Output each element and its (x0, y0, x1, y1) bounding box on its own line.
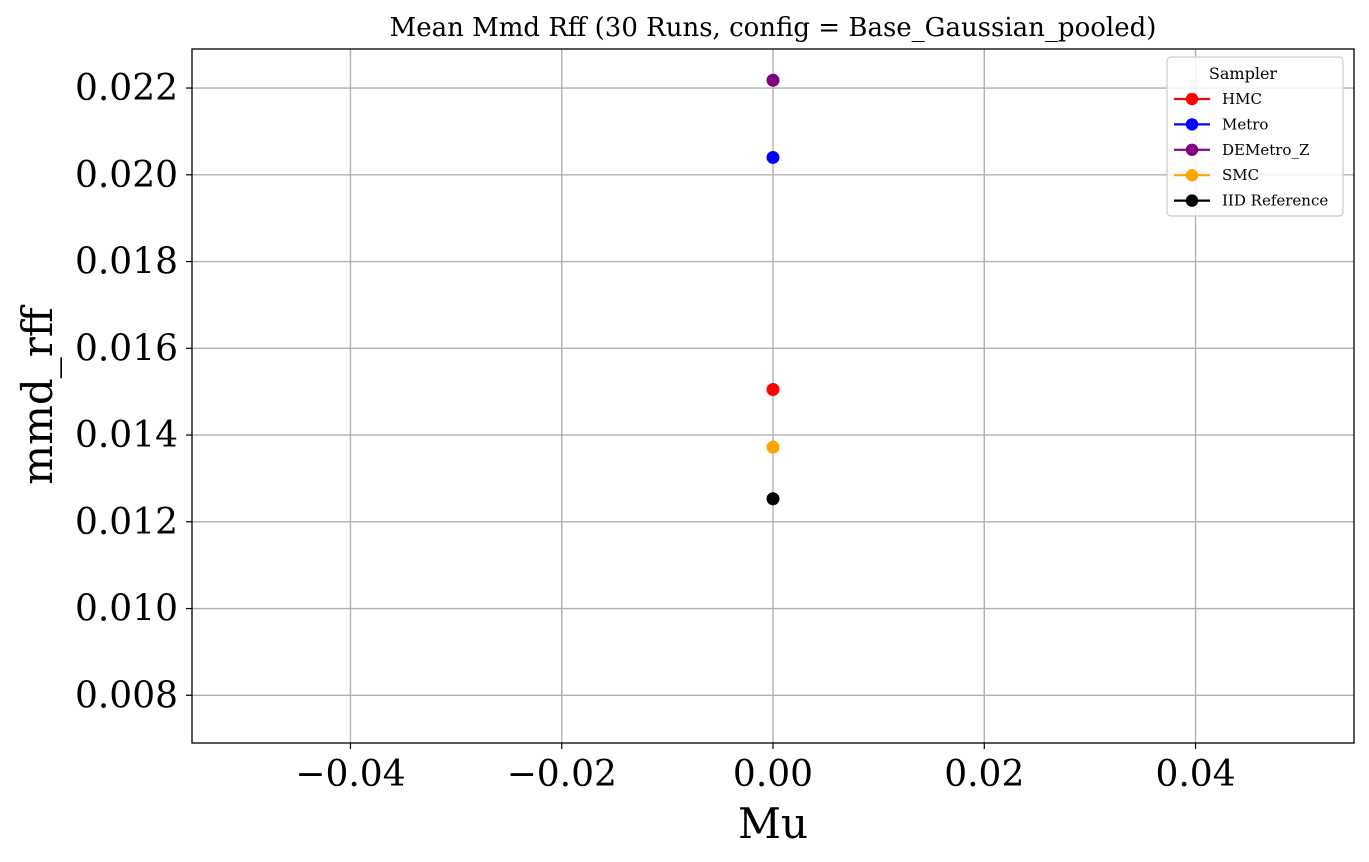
y-tick-label: 0.022 (75, 68, 178, 109)
legend-label-hmc: HMC (1222, 90, 1262, 108)
legend-label-metro: Metro (1222, 115, 1268, 133)
legend-marker-demetro-z (1185, 143, 1199, 156)
legend-box (1166, 56, 1344, 217)
x-axis-label: Mu (738, 799, 808, 848)
legend-marker-smc (1185, 169, 1199, 182)
data-point-hmc (766, 382, 780, 396)
x-tick-label: 0.02 (944, 754, 1024, 795)
chart-title: Mean Mmd Rff (30 Runs, config = Base_Gau… (390, 13, 1157, 43)
y-tick-label: 0.018 (75, 242, 178, 283)
y-tick-label: 0.012 (75, 502, 178, 543)
legend-label-demetro-z: DEMetro_Z (1222, 141, 1309, 159)
legend-marker-iid-reference (1185, 194, 1199, 207)
legend-label-smc: SMC (1222, 166, 1259, 184)
legend: Sampler HMC Metro DEMetro_Z SMC IID Referenc… (1166, 56, 1344, 217)
data-point-metro (766, 150, 780, 164)
x-tick-label: −0.04 (295, 754, 405, 795)
data-points (766, 73, 780, 506)
legend-title: Sampler (1209, 64, 1278, 83)
data-point-smc (766, 440, 780, 454)
legend-marker-metro (1185, 118, 1199, 131)
y-tick-label: 0.008 (75, 675, 178, 716)
legend-items: HMC Metro DEMetro_Z SMC IID Reference (1174, 90, 1328, 210)
x-tick-label: −0.02 (507, 754, 617, 795)
x-axis-ticks: −0.04 −0.02 0.00 0.02 0.04 (295, 743, 1236, 795)
legend-marker-hmc (1185, 92, 1199, 106)
data-point-demetro-z (766, 73, 780, 87)
x-tick-label: 0.04 (1155, 754, 1235, 795)
y-axis-label: mmd_rff (13, 304, 62, 485)
y-tick-label: 0.014 (75, 415, 178, 456)
y-tick-label: 0.016 (75, 328, 178, 369)
x-tick-label: 0.00 (733, 754, 813, 795)
legend-label-iid-reference: IID Reference (1222, 192, 1328, 210)
grid (192, 49, 1354, 743)
data-point-iid-reference (766, 492, 780, 506)
y-axis-ticks: 0.008 0.010 0.012 0.014 0.016 0.018 0.020 0.022 (75, 68, 192, 716)
y-tick-label: 0.010 (75, 589, 178, 630)
y-tick-label: 0.020 (75, 155, 178, 196)
